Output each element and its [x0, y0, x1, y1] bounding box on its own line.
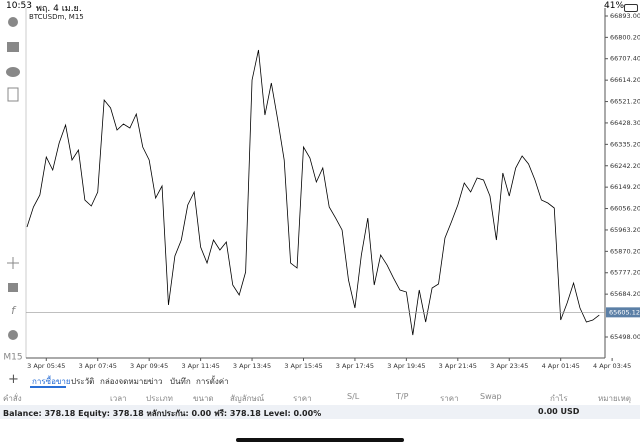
x-tick-label: 3 Apr 23:45 — [490, 362, 528, 370]
tab[interactable]: กล่องจดหมาย — [100, 377, 149, 386]
y-tick-label: 66056.20 — [610, 205, 640, 213]
column-header: เวลา — [110, 394, 127, 403]
account-icon[interactable] — [8, 17, 18, 27]
home-indicator — [236, 438, 404, 442]
y-tick-label: 66521.20 — [610, 98, 640, 106]
tab[interactable]: บันทึก — [170, 377, 191, 386]
column-header: กำไร — [550, 394, 568, 403]
column-header: S/L — [347, 392, 360, 401]
tab[interactable]: ข่าว — [148, 377, 163, 386]
tab[interactable]: ประวัติ — [71, 377, 95, 386]
x-tick-label: 4 Apr 01:45 — [542, 362, 580, 370]
column-header: ขนาด — [193, 394, 214, 403]
chat-icon[interactable] — [6, 67, 20, 77]
trade-icon[interactable] — [7, 42, 19, 52]
current-price-box — [606, 307, 640, 318]
x-tick-label: 3 Apr 09:45 — [130, 362, 168, 370]
add-button[interactable]: + — [8, 372, 19, 387]
y-tick-label: 66893.00 — [610, 12, 640, 20]
battery: 41% — [604, 1, 625, 11]
column-header: Swap — [480, 392, 502, 401]
price-line — [26, 49, 600, 336]
balance-summary: Balance: 378.18 Equity: 378.18 หลักประกั… — [3, 409, 322, 418]
x-tick-label: 4 Apr 03:45 — [593, 362, 631, 370]
column-header: คำสั่ง — [3, 394, 22, 403]
column-header: สัญลักษณ์ — [230, 394, 265, 403]
column-header: ประเภท — [146, 394, 173, 403]
active-tab-underline — [30, 386, 66, 388]
x-tick-label: 3 Apr 15:45 — [284, 362, 322, 370]
date: พฤ. 4 เม.ย. — [36, 4, 82, 14]
tab[interactable]: การซื้อขาย — [32, 377, 71, 386]
column-header: ราคา — [293, 394, 312, 403]
x-tick-label: 3 Apr 17:45 — [336, 362, 374, 370]
tab[interactable]: การตั้งค่า — [196, 377, 229, 386]
objects-icon[interactable] — [8, 330, 18, 340]
x-tick-label: 3 Apr 11:45 — [181, 362, 219, 370]
column-header: ราคา — [440, 394, 459, 403]
y-tick-label: 65963.20 — [610, 226, 640, 234]
x-tick-label: 3 Apr 05:45 — [27, 362, 65, 370]
y-tick-label: 65777.20 — [610, 269, 640, 277]
current-price-label: 65605.12 — [609, 308, 640, 316]
chart: f M15 BTCUSDm, M15 66893.00 66800.20 66707… — [3, 8, 640, 370]
y-tick-label: 66149.20 — [610, 183, 640, 191]
column-header: หมายเหตุ — [598, 394, 631, 403]
y-tick-label: 66335.20 — [610, 140, 640, 148]
y-tick-label: 65684.20 — [610, 290, 640, 298]
clock: 10:53 — [6, 1, 32, 11]
y-tick-label: 66707.40 — [610, 55, 640, 63]
y-tick-label: 66242.20 — [610, 162, 640, 170]
x-tick-label: 3 Apr 07:45 — [79, 362, 117, 370]
battery-icon — [624, 4, 638, 12]
x-tick-label: 3 Apr 19:45 — [387, 362, 425, 370]
side-toolbar: f M15 — [3, 17, 23, 363]
y-tick-label: 65870.20 — [610, 247, 640, 255]
column-header: T/P — [396, 392, 409, 401]
x-tick-label: 3 Apr 13:45 — [233, 362, 271, 370]
y-tick-label: 66800.20 — [610, 33, 640, 41]
y-tick-label: 65498.00 — [610, 333, 640, 341]
news-icon[interactable] — [7, 87, 19, 102]
timeframe[interactable]: M15 — [3, 353, 22, 363]
function-icon[interactable]: f — [11, 304, 17, 317]
x-tick-label: 3 Apr 21:45 — [439, 362, 477, 370]
total-profit: 0.00 USD — [538, 407, 580, 416]
indicator-icon[interactable] — [8, 283, 18, 292]
chart-title: BTCUSDm, M15 — [29, 13, 84, 21]
y-tick-label: 66428.30 — [610, 119, 640, 127]
summary-row — [0, 405, 640, 419]
y-tick-label: 66614.20 — [610, 76, 640, 84]
